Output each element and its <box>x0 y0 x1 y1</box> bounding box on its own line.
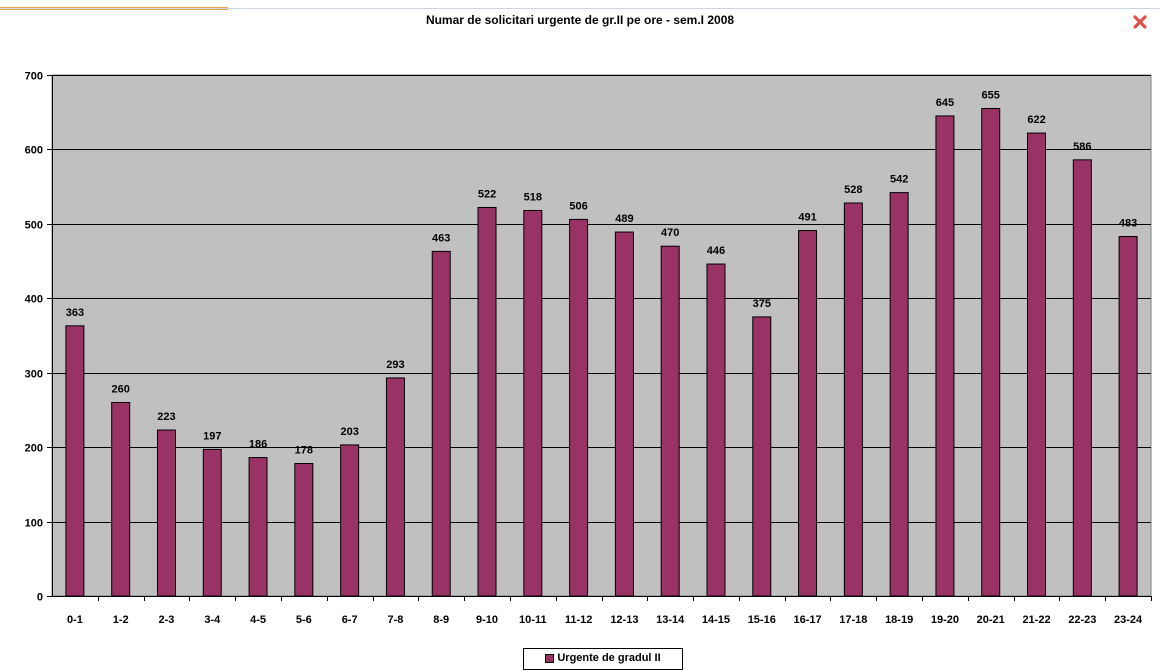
y-tick-label: 300 <box>25 369 43 381</box>
x-tick-label: 0-1 <box>67 614 83 626</box>
data-label: 463 <box>432 232 450 244</box>
bar <box>340 444 360 597</box>
data-label: 518 <box>524 191 542 203</box>
bar <box>202 448 222 597</box>
x-tick-label: 9-10 <box>476 614 498 626</box>
bar <box>935 115 955 597</box>
bar <box>843 202 863 597</box>
y-tick-label: 600 <box>25 145 43 157</box>
x-tick-label: 19-20 <box>931 614 959 626</box>
bar <box>523 209 543 597</box>
y-tick-label: 200 <box>25 443 43 455</box>
data-label: 542 <box>890 174 908 186</box>
bar <box>660 245 680 597</box>
bar <box>1027 132 1047 597</box>
data-label: 470 <box>661 227 679 239</box>
bar <box>1072 159 1092 597</box>
y-tick-label: 400 <box>25 294 43 306</box>
data-label: 506 <box>569 200 587 212</box>
bar <box>614 231 634 597</box>
data-label: 655 <box>982 89 1000 101</box>
bar <box>111 401 131 597</box>
x-tick-label: 14-15 <box>702 614 730 626</box>
data-label: 489 <box>615 213 633 225</box>
bar <box>156 429 176 597</box>
data-label: 622 <box>1027 114 1045 126</box>
bar <box>981 107 1001 597</box>
bar <box>477 206 497 597</box>
y-tick-label: 0 <box>37 592 43 604</box>
x-tick-label: 6-7 <box>342 614 358 626</box>
data-label: 491 <box>798 212 816 224</box>
bar <box>431 250 451 597</box>
bar <box>889 192 909 597</box>
bar <box>65 325 85 597</box>
data-label: 260 <box>112 383 130 395</box>
data-label: 293 <box>386 359 404 371</box>
close-icon <box>1133 15 1147 29</box>
bar <box>798 230 818 597</box>
data-label: 528 <box>844 184 862 196</box>
x-tick-label: 8-9 <box>433 614 449 626</box>
bar <box>1118 236 1138 597</box>
x-tick-label: 12-13 <box>610 614 638 626</box>
header-divider <box>0 8 1160 9</box>
data-label: 375 <box>753 298 771 310</box>
chart-legend: Urgente de gradul II <box>523 648 683 670</box>
x-tick-label: 17-18 <box>839 614 867 626</box>
data-label: 446 <box>707 245 725 257</box>
data-label: 203 <box>340 426 358 438</box>
bar <box>569 218 589 597</box>
data-label: 186 <box>249 439 267 451</box>
x-tick-label: 11-12 <box>565 614 593 626</box>
x-tick-label: 16-17 <box>793 614 821 626</box>
x-tick-label: 15-16 <box>748 614 776 626</box>
data-label: 645 <box>936 97 954 109</box>
close-button[interactable] <box>1128 10 1152 34</box>
data-label: 197 <box>203 430 221 442</box>
legend-label: Urgente de gradul II <box>557 652 661 664</box>
chart-title: Numar de solicitari urgente de gr.II pe … <box>425 13 735 27</box>
x-tick-label: 20-21 <box>977 614 1005 626</box>
y-tick-label: 700 <box>25 71 43 83</box>
x-tick-label: 21-22 <box>1022 614 1050 626</box>
x-tick-label: 3-4 <box>204 614 221 626</box>
y-tick-label: 100 <box>25 518 43 530</box>
data-label: 483 <box>1119 218 1137 230</box>
bar <box>294 463 314 597</box>
data-label: 223 <box>157 411 175 423</box>
x-tick-label: 10-11 <box>519 614 547 626</box>
plot-area <box>51 74 1152 597</box>
legend-swatch <box>545 654 555 663</box>
data-label: 522 <box>478 188 496 200</box>
x-tick-label: 1-2 <box>113 614 129 626</box>
bar <box>752 316 772 597</box>
x-tick-label: 7-8 <box>387 614 403 626</box>
bar <box>248 457 268 597</box>
data-label: 586 <box>1073 141 1091 153</box>
x-tick-label: 2-3 <box>159 614 175 626</box>
y-tick-label: 500 <box>25 220 43 232</box>
x-tick-label: 23-24 <box>1114 614 1143 626</box>
x-tick-label: 13-14 <box>656 614 685 626</box>
bar <box>706 263 726 597</box>
x-tick-label: 22-23 <box>1068 614 1096 626</box>
x-tick-label: 4-5 <box>250 614 266 626</box>
data-label: 363 <box>66 307 84 319</box>
data-label: 178 <box>295 445 313 457</box>
bar <box>385 377 405 597</box>
x-tick-label: 5-6 <box>296 614 312 626</box>
x-tick-label: 18-19 <box>885 614 913 626</box>
